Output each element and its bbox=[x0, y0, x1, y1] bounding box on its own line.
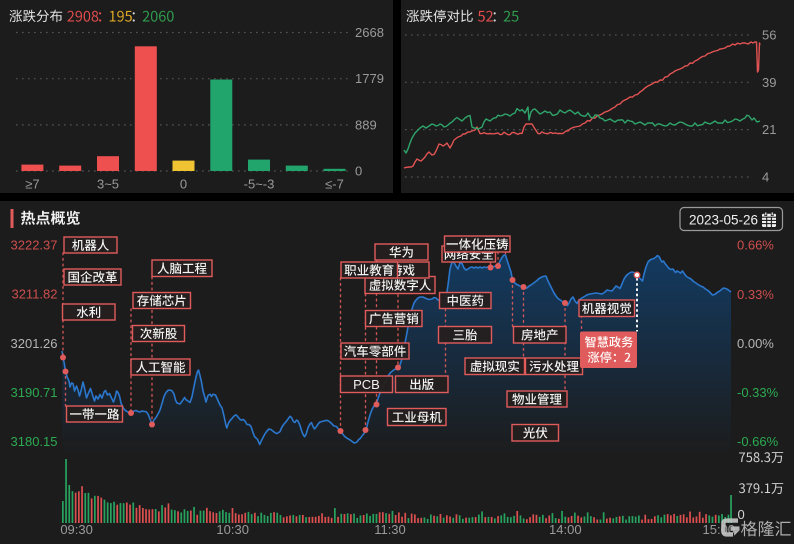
svg-text:0.66%: 0.66% bbox=[737, 238, 774, 253]
svg-text:0: 0 bbox=[738, 507, 745, 522]
svg-text:0: 0 bbox=[180, 177, 187, 192]
svg-text:PCB: PCB bbox=[353, 377, 380, 392]
svg-text:0.33%: 0.33% bbox=[737, 287, 774, 302]
svg-text:2023-05-26: 2023-05-26 bbox=[689, 213, 758, 228]
svg-text:0: 0 bbox=[355, 164, 362, 179]
svg-text:3~5: 3~5 bbox=[97, 177, 119, 192]
svg-text:3190.71: 3190.71 bbox=[11, 385, 58, 400]
svg-text:3201.26: 3201.26 bbox=[11, 336, 58, 351]
svg-text:56: 56 bbox=[762, 28, 776, 43]
svg-text:1779: 1779 bbox=[355, 71, 384, 86]
svg-text:2668: 2668 bbox=[355, 25, 384, 40]
svg-text:≥7: ≥7 bbox=[25, 177, 39, 192]
svg-text:-5~-3: -5~-3 bbox=[244, 177, 275, 192]
svg-text:11:30: 11:30 bbox=[374, 522, 406, 537]
svg-text:-0.33%: -0.33% bbox=[737, 385, 779, 400]
svg-text:39: 39 bbox=[762, 75, 776, 90]
svg-text:0.00%: 0.00% bbox=[737, 336, 774, 351]
svg-text:4: 4 bbox=[762, 170, 769, 185]
svg-text:889: 889 bbox=[355, 117, 377, 132]
svg-text:14:00: 14:00 bbox=[549, 522, 582, 537]
svg-text:09:30: 09:30 bbox=[60, 522, 93, 537]
svg-text:3211.82: 3211.82 bbox=[11, 287, 57, 302]
svg-text:≤-7: ≤-7 bbox=[325, 177, 344, 192]
svg-text:3180.15: 3180.15 bbox=[11, 434, 58, 449]
svg-text:10:30: 10:30 bbox=[216, 522, 249, 537]
svg-text:21: 21 bbox=[762, 122, 776, 137]
svg-text:3222.37: 3222.37 bbox=[11, 238, 58, 253]
svg-text:-0.66%: -0.66% bbox=[737, 434, 779, 449]
